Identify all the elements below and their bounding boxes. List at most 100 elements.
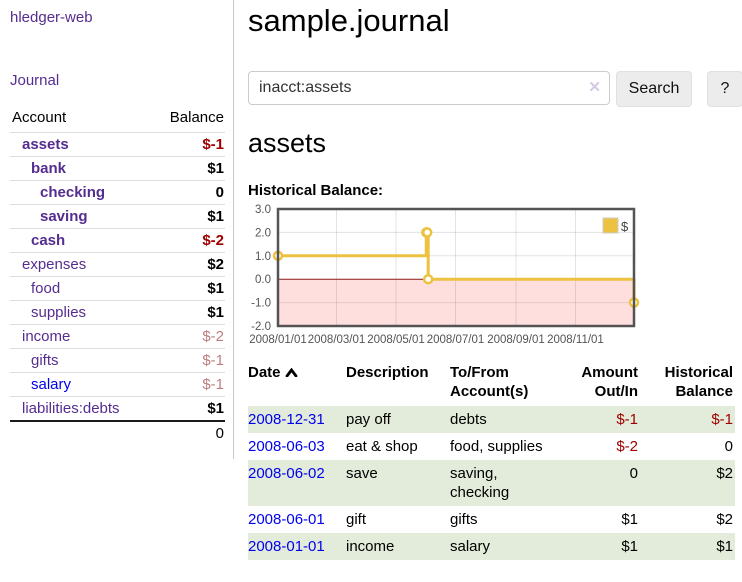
chart-title: Historical Balance: [248, 182, 384, 199]
account-link-food[interactable]: food [31, 280, 61, 297]
search-input-wrap: ✕ [248, 71, 610, 107]
register-table: Date Description To/From Account(s) Amou… [248, 361, 735, 560]
register-description: gift [346, 511, 367, 528]
account-row: cash $-2 [10, 228, 225, 253]
register-row: 2008-06-01 gift gifts $1 $2 [248, 506, 735, 533]
y-tick-label: 3.0 [255, 204, 271, 216]
register-accounts: saving, checking [450, 465, 510, 501]
account-row: assets $-1 [10, 132, 225, 157]
account-link-income[interactable]: income [22, 328, 71, 345]
x-tick-label: 2008/07/01 [427, 334, 485, 346]
data-point-marker [422, 273, 434, 285]
account-balance: $1 [151, 204, 225, 229]
account-link-supplies[interactable]: supplies [31, 304, 87, 321]
x-tick-label: 2008/11/01 [547, 334, 604, 346]
account-balance: $1 [151, 156, 225, 181]
account-cell: gifts [10, 348, 152, 373]
clear-search-icon[interactable]: ✕ [588, 79, 601, 96]
register-accounts: debts [450, 411, 487, 428]
register-row: 2008-06-02 save saving, checking 0 $2 [248, 460, 735, 506]
register-description: income [346, 538, 395, 555]
register-balance: $-1 [711, 411, 733, 428]
account-link-gifts[interactable]: gifts [31, 352, 59, 369]
main-content: sample.journal ✕ Search ? assets Histori… [234, 0, 742, 570]
register-description: save [346, 465, 378, 482]
account-balance: $2 [151, 252, 225, 277]
register-description: eat & shop [346, 438, 418, 455]
search-input[interactable] [248, 71, 610, 105]
register-date-link[interactable]: 2008-12-31 [248, 411, 325, 428]
account-balance: $-1 [151, 372, 225, 397]
account-link-bank[interactable]: bank [31, 160, 67, 177]
account-cell: salary [10, 372, 152, 397]
register-accounts: gifts [450, 511, 478, 528]
register-header-row: Date Description To/From Account(s) Amou… [248, 361, 735, 406]
legend-label: $ [621, 219, 629, 234]
account-row: liabilities:debts $1 [10, 396, 225, 421]
search-button[interactable]: Search [616, 71, 692, 107]
x-tick-label: 2008/05/01 [367, 334, 425, 346]
historical-balance-chart: $3.0 2.0 1.0 0.0 -1.0 -2.0 2008/01/01 2008/03/0… [248, 204, 742, 346]
register-balance: $1 [716, 538, 733, 555]
y-tick-label: 0.0 [255, 274, 271, 286]
sidebar: hledger-web Journal Account Balance asse… [0, 0, 234, 459]
app-title-link[interactable]: hledger-web [10, 9, 93, 26]
register-date-cell: 2008-06-01 [248, 506, 346, 533]
register-header-accounts: To/From Account(s) [450, 364, 529, 400]
register-date-link[interactable]: 2008-06-02 [248, 465, 325, 482]
account-row: income $-2 [10, 324, 225, 349]
register-balance: $2 [716, 465, 733, 482]
account-link-saving[interactable]: saving [40, 208, 88, 225]
account-link-expenses[interactable]: expenses [22, 256, 87, 273]
negative-region [278, 279, 634, 326]
register-date-link[interactable]: 2008-06-03 [248, 438, 325, 455]
account-cell: cash [10, 228, 152, 253]
account-balance: $1 [151, 396, 225, 421]
x-tick-label: 2008/09/01 [487, 334, 545, 346]
account-link-checking[interactable]: checking [40, 184, 106, 201]
register-accounts: food, supplies [450, 438, 543, 455]
account-balance: $-2 [151, 324, 225, 349]
journal-link[interactable]: Journal [10, 72, 60, 89]
account-cell: saving [10, 204, 152, 229]
register-header-amount: Amount Out/In [581, 364, 638, 400]
register-row: 2008-01-01 income salary $1 $1 [248, 533, 735, 560]
account-balance: $1 [151, 276, 225, 301]
register-amount: $-2 [616, 438, 638, 455]
register-date-cell: 2008-06-02 [248, 460, 346, 506]
accounts-total-row: 0 [10, 420, 225, 445]
account-cell: expenses [10, 252, 152, 277]
y-tick-label: 1.0 [255, 251, 271, 263]
account-cell: food [10, 276, 152, 301]
register-balance: 0 [724, 438, 733, 455]
account-row: food $1 [10, 276, 225, 301]
account-link-assets[interactable]: assets [22, 136, 69, 153]
account-cell: checking [10, 180, 152, 205]
register-date-link[interactable]: 2008-01-01 [248, 538, 325, 555]
account-balance: 0 [151, 180, 225, 205]
account-row: expenses $2 [10, 252, 225, 277]
plot-border [276, 207, 636, 328]
account-balance: $-1 [151, 348, 225, 373]
register-date-cell: 2008-06-03 [248, 433, 346, 460]
account-cell: liabilities:debts [10, 396, 152, 421]
register-header-date[interactable]: Date [248, 361, 346, 406]
account-link-salary[interactable]: salary [31, 376, 72, 393]
account-cell: income [10, 324, 152, 349]
search-bar: ✕ Search ? [248, 71, 742, 107]
account-heading: assets [248, 128, 327, 158]
account-link-liabilities-debts[interactable]: liabilities:debts [22, 400, 120, 417]
accounts-table: Account Balance assets $-1 bank $1 checking 0… [10, 107, 225, 445]
register-row: 2008-12-31 pay off debts $-1 $-1 [248, 406, 735, 433]
legend-swatch [602, 217, 619, 234]
help-button[interactable]: ? [707, 71, 742, 107]
register-date-link[interactable]: 2008-06-01 [248, 511, 325, 528]
accounts-header-balance: Balance [169, 109, 224, 126]
account-link-cash[interactable]: cash [31, 232, 66, 249]
account-balance: $-1 [151, 132, 225, 157]
accounts-total-value: 0 [151, 420, 225, 445]
account-row: salary $-1 [10, 372, 225, 397]
account-cell: bank [10, 156, 152, 181]
sort-ascending-icon [285, 363, 298, 382]
